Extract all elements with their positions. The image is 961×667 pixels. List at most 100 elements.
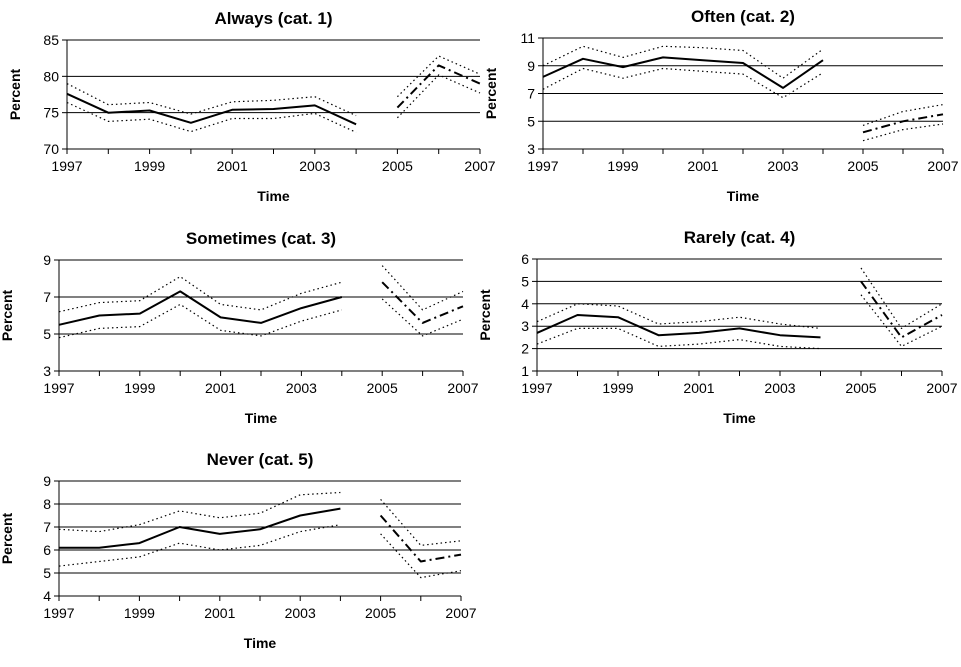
series-line-dashdot	[381, 281, 464, 324]
x-axis-label: Time	[257, 188, 290, 204]
x-tick-label: 1999	[134, 158, 165, 174]
series-line-dotted	[66, 101, 357, 133]
series-line-dashdot	[862, 113, 944, 134]
y-tick-label: 7	[527, 86, 535, 102]
y-tick-label: 6	[43, 542, 51, 558]
series-line-solid	[542, 56, 824, 89]
x-axis-label: Time	[723, 410, 756, 426]
x-tick-label: 2003	[767, 158, 798, 174]
x-axis-label: Time	[727, 188, 760, 204]
series-line-solid	[536, 314, 821, 339]
y-tick-label: 5	[43, 326, 51, 342]
series-line-dotted	[536, 303, 821, 329]
x-tick-label: 2005	[847, 158, 878, 174]
x-tick-label: 1997	[527, 158, 558, 174]
x-tick-label: 2003	[299, 158, 330, 174]
y-axis-label: Percent	[7, 68, 23, 120]
x-tick-label: 1999	[124, 380, 155, 396]
x-tick-label: 1997	[43, 380, 74, 396]
series-line-dotted	[381, 265, 464, 311]
series-line-dotted	[381, 298, 464, 337]
y-tick-label: 5	[521, 273, 529, 289]
y-tick-label: 9	[527, 58, 535, 74]
series-line-dotted	[396, 55, 481, 98]
x-tick-label: 2003	[285, 605, 316, 621]
x-tick-label: 2001	[204, 605, 235, 621]
x-tick-label: 2001	[683, 380, 714, 396]
y-tick-label: 3	[527, 141, 535, 157]
x-tick-label: 2005	[845, 380, 876, 396]
series-line-dotted	[66, 83, 357, 117]
y-tick-label: 2	[521, 341, 529, 357]
panel-4: Rarely (cat. 4) 1 2 3 4 5 6 1997 1999 2001 2003 200…	[477, 228, 958, 426]
x-tick-label: 2005	[367, 380, 398, 396]
series-line-dotted	[862, 123, 944, 142]
panel-5: Never (cat. 5) 4 5 6 7 8 9 1997 1999 2001 2003 2005…	[0, 450, 477, 651]
panel-3: Sometimes (cat. 3) 3 5 7 9 1997 1999 2001 2003 20…	[0, 229, 479, 426]
series-line-dotted	[58, 303, 342, 339]
x-tick-label: 1999	[607, 158, 638, 174]
y-tick-label: 11	[520, 30, 535, 46]
x-tick-label: 1997	[43, 605, 74, 621]
y-tick-label: 5	[43, 565, 51, 581]
y-axis-label: Percent	[477, 289, 493, 341]
series-line-dotted	[536, 327, 821, 350]
y-tick-label: 5	[527, 113, 535, 129]
y-axis-label: Percent	[0, 512, 15, 564]
chart-title: Sometimes (cat. 3)	[186, 229, 336, 248]
x-tick-label: 2001	[217, 158, 248, 174]
series-line-dotted	[396, 74, 481, 119]
x-tick-label: 2005	[365, 605, 396, 621]
y-tick-label: 4	[521, 296, 529, 312]
x-tick-label: 2007	[445, 605, 476, 621]
x-tick-label: 1997	[521, 380, 552, 396]
chart-title: Rarely (cat. 4)	[684, 228, 796, 247]
y-tick-label: 85	[43, 32, 59, 48]
x-tick-label: 2003	[286, 380, 317, 396]
y-tick-label: 75	[43, 105, 59, 121]
series-line-solid	[66, 92, 357, 126]
y-tick-label: 70	[43, 141, 59, 157]
x-tick-label: 2001	[205, 380, 236, 396]
series-line-dotted	[380, 533, 462, 579]
y-tick-label: 6	[521, 251, 529, 267]
series-line-dotted	[542, 45, 824, 79]
x-axis-label: Time	[244, 635, 277, 651]
series-line-solid	[58, 290, 343, 326]
series-line-dotted	[380, 499, 462, 547]
series-line-dotted	[58, 276, 342, 313]
series-line-dotted	[860, 294, 943, 347]
series-line-dashdot	[396, 64, 481, 109]
y-axis-label: Percent	[0, 289, 15, 341]
series-line-dotted	[862, 104, 944, 126]
series-line-dashdot	[860, 280, 943, 339]
y-tick-label: 3	[521, 318, 529, 334]
x-tick-label: 2007	[447, 380, 478, 396]
y-tick-label: 1	[521, 363, 529, 379]
series-line-dashdot	[379, 514, 462, 563]
x-tick-label: 1997	[51, 158, 82, 174]
y-tick-label: 4	[43, 588, 51, 604]
y-tick-label: 9	[43, 473, 51, 489]
chart-title: Never (cat. 5)	[207, 450, 314, 469]
panel-1: Always (cat. 1) 70 75 80 85 1997 1999 2001 2003 2…	[7, 9, 496, 204]
y-tick-label: 3	[43, 363, 51, 379]
y-tick-label: 7	[43, 289, 51, 305]
series-line-dotted	[58, 491, 341, 533]
y-tick-label: 80	[43, 68, 59, 84]
chart-title: Always (cat. 1)	[214, 9, 332, 28]
x-axis-label: Time	[245, 410, 278, 426]
x-tick-label: 2007	[926, 380, 957, 396]
x-tick-label: 2003	[764, 380, 795, 396]
panel-2: Often (cat. 2) 3 5 7 9 11 1997 1999 2001 2003 2005…	[483, 7, 959, 204]
y-tick-label: 9	[43, 252, 51, 268]
x-tick-label: 2005	[382, 158, 413, 174]
chart-title: Often (cat. 2)	[691, 7, 795, 26]
series-line-dotted	[860, 267, 943, 329]
y-axis-label: Percent	[483, 67, 499, 119]
x-tick-label: 2007	[927, 158, 958, 174]
x-tick-label: 2007	[464, 158, 495, 174]
series-line-solid	[59, 507, 341, 549]
